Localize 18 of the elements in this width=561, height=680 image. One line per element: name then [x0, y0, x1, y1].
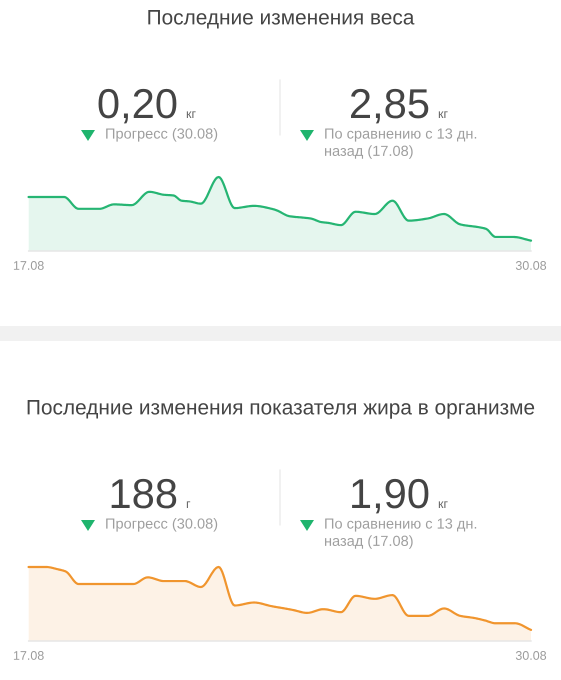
text: 2,85	[351, 88, 428, 124]
text: По сравнению с 13 дн. назад (17.08)	[325, 128, 476, 159]
chart-title: Последние изменения веса	[148, 10, 414, 29]
text: По сравнению с 13 дн. назад (17.08)	[325, 518, 476, 549]
x-tick-label: 30.08	[516, 261, 546, 270]
text: Прогресс (30.08)	[106, 128, 218, 142]
x-tick-label: 17.08	[14, 261, 44, 270]
text: 0,20	[98, 88, 176, 124]
text: 188	[112, 478, 176, 508]
text: кг	[438, 501, 448, 508]
text: кг	[438, 111, 448, 118]
text: г	[186, 501, 190, 508]
text: Прогресс (30.08)	[106, 518, 218, 532]
x-tick-label: 30.08	[516, 651, 546, 660]
x-tick-label: 17.08	[14, 651, 44, 660]
text: 1,90	[352, 478, 428, 514]
text: кг	[186, 111, 196, 118]
chart-title: Последние изменения показателя жира в организме	[28, 400, 534, 419]
